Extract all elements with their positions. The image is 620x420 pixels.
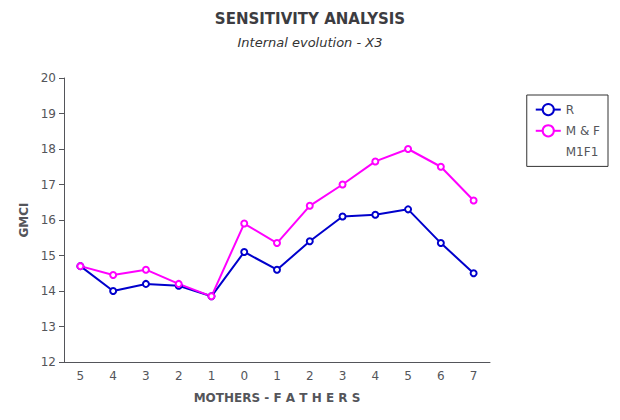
svg-text:Internal evolution - X3: Internal evolution - X3 — [238, 35, 383, 50]
svg-text:SENSITIVITY ANALYSIS: SENSITIVITY ANALYSIS — [215, 10, 405, 28]
svg-text:17: 17 — [41, 178, 56, 192]
svg-text:2: 2 — [175, 369, 183, 383]
svg-text:19: 19 — [41, 107, 56, 121]
svg-text:0: 0 — [240, 369, 248, 383]
svg-text:14: 14 — [41, 284, 56, 298]
svg-text:1: 1 — [208, 369, 216, 383]
svg-text:5: 5 — [404, 369, 412, 383]
svg-text:15: 15 — [41, 249, 56, 263]
svg-text:M1F1: M1F1 — [566, 145, 599, 159]
svg-text:3: 3 — [339, 369, 347, 383]
svg-text:5: 5 — [77, 369, 85, 383]
svg-text:1: 1 — [273, 369, 281, 383]
svg-text:GMCI: GMCI — [17, 202, 31, 237]
svg-text:6: 6 — [437, 369, 445, 383]
svg-text:16: 16 — [41, 213, 56, 227]
svg-text:18: 18 — [41, 142, 56, 156]
svg-text:20: 20 — [41, 71, 56, 85]
svg-text:MOTHERS - F A T H E R S: MOTHERS - F A T H E R S — [194, 391, 361, 405]
svg-text:4: 4 — [109, 369, 117, 383]
svg-text:3: 3 — [142, 369, 150, 383]
svg-text:13: 13 — [41, 320, 56, 334]
svg-text:R: R — [566, 103, 574, 117]
svg-text:2: 2 — [306, 369, 314, 383]
svg-text:7: 7 — [470, 369, 478, 383]
svg-text:M & F: M & F — [566, 124, 600, 138]
svg-text:12: 12 — [41, 355, 56, 369]
svg-text:4: 4 — [371, 369, 379, 383]
